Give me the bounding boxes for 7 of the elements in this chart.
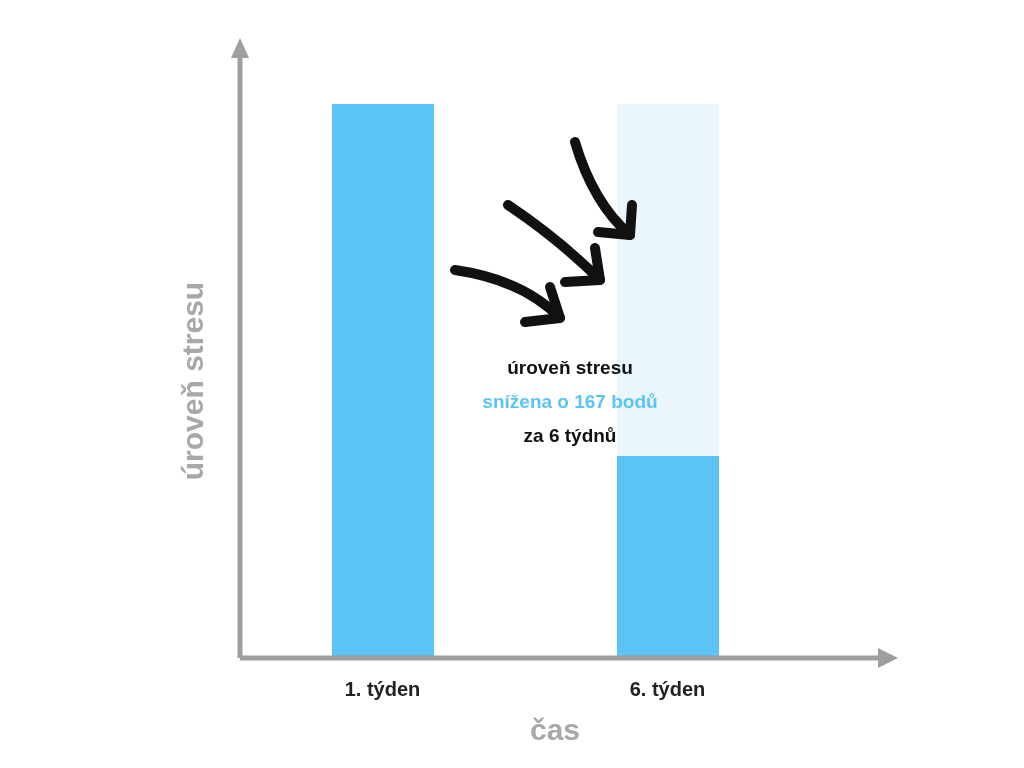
annotation: za 6 týdnů [523,425,617,446]
annotation: úroveň stresu [507,357,633,378]
annotation: snížena o 167 bodů [482,391,658,412]
y-axis-title: úroveň stresu [175,281,209,481]
x-tick-label: 1. týden [344,678,421,701]
x-axis-title: čas [529,713,581,746]
x-tick-label: 6. týden [629,678,706,701]
